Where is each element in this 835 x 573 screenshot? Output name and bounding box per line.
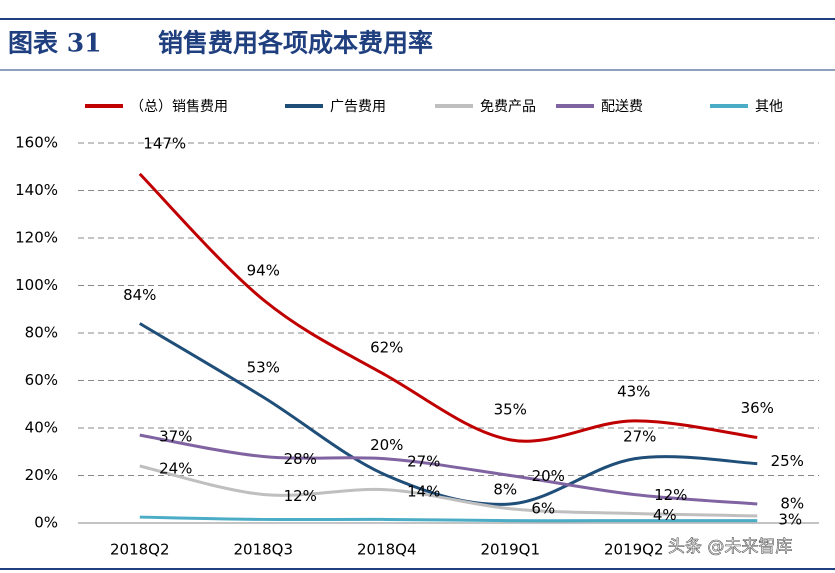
legend-label: 免费产品 xyxy=(480,99,536,115)
series-line xyxy=(138,172,758,443)
data-label: 20% xyxy=(370,436,403,454)
data-label: 20% xyxy=(532,467,565,485)
y-tick-label: 160% xyxy=(15,134,58,152)
y-tick-label: 80% xyxy=(25,324,58,342)
y-tick-label: 60% xyxy=(25,371,58,389)
data-label: 27% xyxy=(407,452,440,470)
x-tick-label: 2019Q2 xyxy=(604,541,664,559)
series-line xyxy=(139,464,758,518)
data-label: 94% xyxy=(247,261,280,279)
figure-label: 图表 31 xyxy=(8,29,102,58)
data-label: 24% xyxy=(159,460,192,478)
y-tick-label: 40% xyxy=(25,419,58,437)
chart-title: 销售费用各项成本费用率 xyxy=(158,29,433,58)
data-label: 12% xyxy=(654,486,687,504)
legend-label: 其他 xyxy=(755,99,783,115)
data-label: 28% xyxy=(284,450,317,468)
data-label: 14% xyxy=(407,482,440,500)
data-label: 147% xyxy=(143,134,186,152)
data-label: 36% xyxy=(741,399,774,417)
legend-label: （总）销售费用 xyxy=(130,99,228,115)
x-tick-label: 2018Q3 xyxy=(233,541,293,559)
y-tick-label: 140% xyxy=(15,181,58,199)
y-tick-label: 100% xyxy=(15,276,58,294)
data-label: 37% xyxy=(159,428,192,446)
data-label: 8% xyxy=(780,495,804,513)
data-label: 12% xyxy=(284,487,317,505)
x-tick-label: 2018Q2 xyxy=(110,541,170,559)
data-label: 27% xyxy=(623,427,656,445)
data-label: 25% xyxy=(771,452,804,470)
data-label: 53% xyxy=(247,359,280,377)
x-tick-label: 2019Q1 xyxy=(480,541,540,559)
y-tick-label: 20% xyxy=(25,466,58,484)
watermark: 头条 @未来智库 xyxy=(668,537,792,557)
data-label: 6% xyxy=(531,499,555,517)
legend-label: 配送费 xyxy=(601,99,643,115)
data-label: 35% xyxy=(494,400,527,418)
series-line xyxy=(139,515,758,523)
y-tick-label: 120% xyxy=(15,229,58,247)
data-label: 3% xyxy=(778,510,802,528)
data-label: 8% xyxy=(493,481,517,499)
data-label: 84% xyxy=(123,286,156,304)
y-tick-label: 0% xyxy=(34,514,58,532)
series-line xyxy=(139,433,758,506)
data-label: 62% xyxy=(370,338,403,356)
data-label: 4% xyxy=(653,506,677,524)
legend-label: 广告费用 xyxy=(330,99,386,115)
data-label: 43% xyxy=(617,382,650,400)
x-tick-label: 2018Q4 xyxy=(357,541,417,559)
series-line xyxy=(138,322,758,506)
